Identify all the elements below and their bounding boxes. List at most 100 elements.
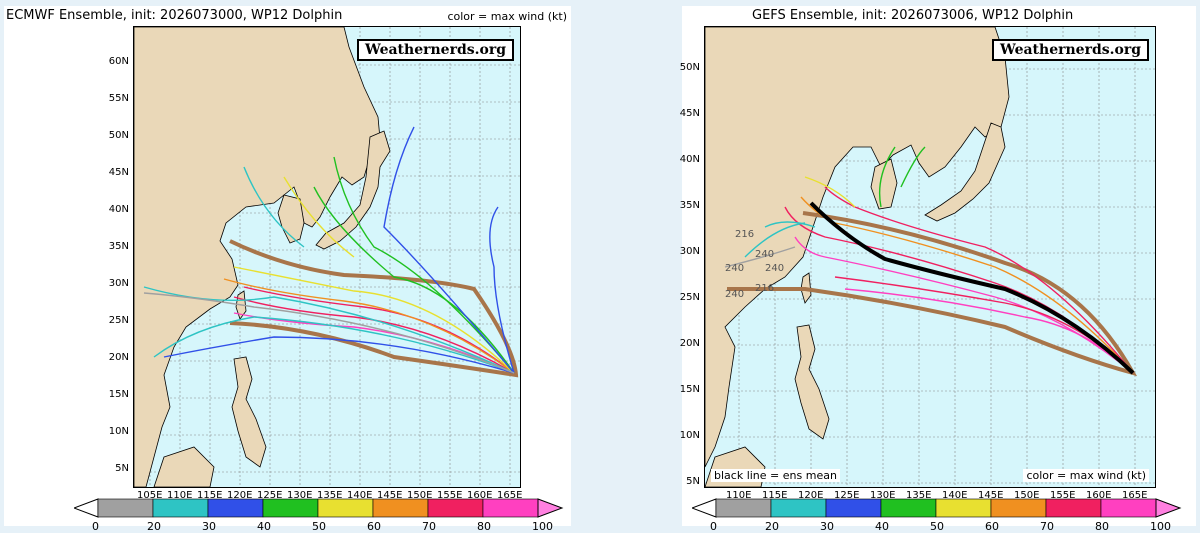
colorbar-label: 60 xyxy=(367,520,381,533)
lat-tick-label: 40N xyxy=(679,154,700,165)
hour-label: 216 xyxy=(755,283,775,294)
lon-tick-label: 130E xyxy=(870,490,896,501)
lat-tick-label: 40N xyxy=(108,204,129,215)
ensemble-mean-track xyxy=(809,201,1135,375)
hour-label: 240 xyxy=(765,263,785,274)
colorbar-segment xyxy=(372,498,429,518)
weathernerds-brand: Weathernerds.org xyxy=(992,39,1149,61)
philippines-landmass xyxy=(794,324,830,440)
lon-tick-label: 140E xyxy=(942,490,968,501)
colorbar-segment xyxy=(990,498,1047,518)
lon-tick-label: 155E xyxy=(437,490,463,501)
colorbar-low-arrow xyxy=(72,498,99,518)
colorbar-segment xyxy=(1100,498,1157,518)
lon-tick-label: 110E xyxy=(726,490,752,501)
colorbar-label: 100 xyxy=(532,520,553,533)
lat-tick-label: 60N xyxy=(108,56,129,67)
hour-label: 240 xyxy=(755,249,775,260)
philippines-landmass xyxy=(231,356,267,468)
lon-tick-label: 145E xyxy=(978,490,1004,501)
lat-tick-label: 10N xyxy=(679,430,700,441)
colorbar-label: 30 xyxy=(820,520,834,533)
lon-tick-label: 105E xyxy=(137,490,163,501)
lon-tick-label: 145E xyxy=(377,490,403,501)
colorbar-label: 100 xyxy=(1150,520,1171,533)
lon-tick-label: 165E xyxy=(497,490,523,501)
colorbar-segment xyxy=(880,498,937,518)
lat-tick-label: 55N xyxy=(108,93,129,104)
borneo-landmass xyxy=(153,446,215,487)
colorbar-label: 80 xyxy=(1095,520,1109,533)
ecmwf-panel: ECMWF Ensemble, init: 2026073000, WP12 D… xyxy=(4,6,574,533)
lat-tick-label: 5N xyxy=(115,463,129,474)
lat-tick-label: 20N xyxy=(679,338,700,349)
colorbar-label: 80 xyxy=(477,520,491,533)
lat-tick-label: 35N xyxy=(108,241,129,252)
panel-title: GEFS Ensemble, init: 2026073006, WP12 Do… xyxy=(752,8,1074,23)
lat-tick-label: 45N xyxy=(679,108,700,119)
hour-label: 240 xyxy=(725,289,745,300)
colorbar-label: 40 xyxy=(875,520,889,533)
panel-subtitle: color = max wind (kt) xyxy=(447,10,567,23)
lon-tick-label: 130E xyxy=(287,490,313,501)
colorbar-segment xyxy=(207,498,264,518)
colorbar-high-arrow xyxy=(537,498,564,518)
lat-tick-label: 20N xyxy=(108,352,129,363)
colorbar-segment xyxy=(317,498,374,518)
colorbar-segment xyxy=(770,498,827,518)
lon-tick-label: 155E xyxy=(1050,490,1076,501)
lon-tick-label: 140E xyxy=(347,490,373,501)
lat-tick-label: 25N xyxy=(679,292,700,303)
lat-tick-label: 50N xyxy=(679,62,700,73)
mean-line-note: black line = ens mean xyxy=(711,469,840,482)
colorbar-segment xyxy=(97,498,154,518)
asia-landmass xyxy=(134,27,381,487)
lon-tick-label: 125E xyxy=(257,490,283,501)
lon-tick-label: 150E xyxy=(407,490,433,501)
track-cone xyxy=(229,239,519,378)
colorbar-segment xyxy=(152,498,209,518)
colorbar-segment xyxy=(935,498,992,518)
colorbar-label: 50 xyxy=(930,520,944,533)
colorbar-label: 70 xyxy=(422,520,436,533)
korea-landmass xyxy=(870,158,898,210)
lat-tick-label: 15N xyxy=(108,389,129,400)
lon-tick-label: 135E xyxy=(317,490,343,501)
lat-tick-label: 5N xyxy=(686,476,700,487)
colorbar-segment xyxy=(427,498,484,518)
colorbar-segment xyxy=(825,498,882,518)
lat-tick-label: 15N xyxy=(679,384,700,395)
colorbar xyxy=(72,498,574,522)
colorbar-segment xyxy=(482,498,539,518)
panel-title: ECMWF Ensemble, init: 2026073000, WP12 D… xyxy=(6,8,343,23)
colorbar-segment xyxy=(1045,498,1102,518)
lon-tick-label: 110E xyxy=(167,490,193,501)
japan-landmass xyxy=(924,122,1006,222)
colorbar-low-arrow xyxy=(690,498,717,518)
colorbar xyxy=(690,498,1192,522)
track-map: Weathernerds.org 240 216 240 240 216 240… xyxy=(704,26,1156,488)
lon-tick-label: 135E xyxy=(906,490,932,501)
lon-tick-label: 150E xyxy=(1014,490,1040,501)
lon-tick-label: 125E xyxy=(834,490,860,501)
colorbar-label: 70 xyxy=(1040,520,1054,533)
colorbar-label: 20 xyxy=(765,520,779,533)
lat-tick-label: 45N xyxy=(108,167,129,178)
lat-tick-label: 30N xyxy=(108,278,129,289)
colorbar-segment xyxy=(262,498,319,518)
lat-tick-label: 10N xyxy=(108,426,129,437)
colorbar-label: 60 xyxy=(985,520,999,533)
weathernerds-brand: Weathernerds.org xyxy=(357,39,514,61)
lat-tick-label: 50N xyxy=(108,130,129,141)
colorbar-label: 30 xyxy=(202,520,216,533)
colorbar-segment xyxy=(715,498,772,518)
lon-tick-label: 165E xyxy=(1122,490,1148,501)
lat-tick-label: 30N xyxy=(679,246,700,257)
lat-tick-label: 25N xyxy=(108,315,129,326)
colorbar-label: 0 xyxy=(92,520,99,533)
colorbar-label: 0 xyxy=(710,520,717,533)
lon-tick-label: 115E xyxy=(197,490,223,501)
lon-tick-label: 160E xyxy=(467,490,493,501)
lon-tick-label: 115E xyxy=(762,490,788,501)
map-svg xyxy=(134,27,520,487)
